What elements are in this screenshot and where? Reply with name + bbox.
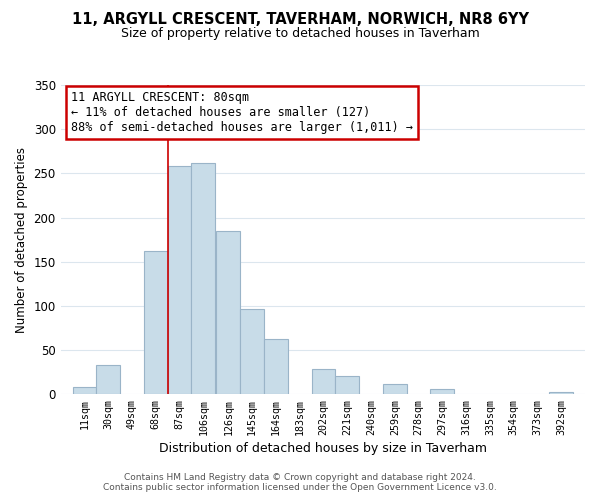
X-axis label: Distribution of detached houses by size in Taverham: Distribution of detached houses by size …: [159, 442, 487, 455]
Bar: [73, 387, 97, 394]
Text: 11, ARGYLL CRESCENT, TAVERHAM, NORWICH, NR8 6YY: 11, ARGYLL CRESCENT, TAVERHAM, NORWICH, …: [71, 12, 529, 28]
Bar: [335, 376, 359, 394]
Bar: [264, 338, 288, 394]
Bar: [240, 310, 264, 394]
Bar: [217, 231, 240, 394]
Y-axis label: Number of detached properties: Number of detached properties: [15, 146, 28, 332]
Bar: [144, 251, 167, 394]
Text: Contains HM Land Registry data © Crown copyright and database right 2024.
Contai: Contains HM Land Registry data © Crown c…: [103, 473, 497, 492]
Bar: [430, 389, 454, 394]
Bar: [97, 365, 120, 394]
Bar: [191, 162, 215, 394]
Text: 11 ARGYLL CRESCENT: 80sqm
← 11% of detached houses are smaller (127)
88% of semi: 11 ARGYLL CRESCENT: 80sqm ← 11% of detac…: [71, 91, 413, 134]
Bar: [383, 384, 407, 394]
Bar: [311, 368, 335, 394]
Bar: [550, 392, 573, 394]
Bar: [167, 166, 191, 394]
Text: Size of property relative to detached houses in Taverham: Size of property relative to detached ho…: [121, 28, 479, 40]
